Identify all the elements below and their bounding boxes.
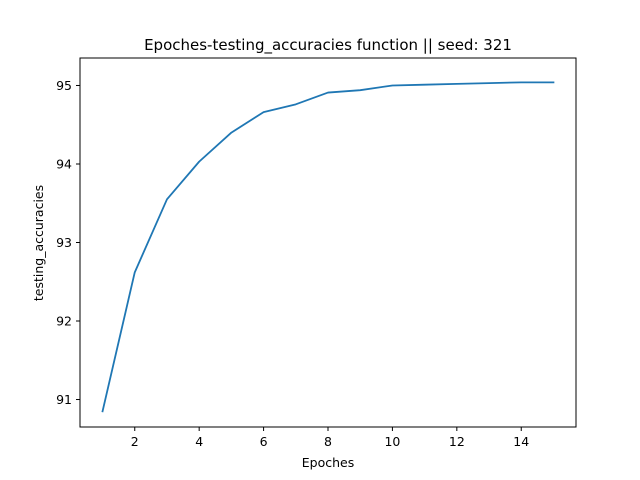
y-tick-label: 92 [56,314,72,329]
x-axis-ticks: 2 4 6 8 10 12 14 [131,427,529,449]
plot-area [101,81,555,413]
y-tick-label: 95 [56,78,72,93]
x-tick-label: 6 [260,434,268,449]
y-tick-label: 94 [56,156,72,171]
y-axis-label: testing_accuracies [31,185,46,301]
x-tick-label: 8 [324,434,332,449]
x-tick-label: 4 [195,434,203,449]
x-tick-label: 12 [449,434,465,449]
x-tick-label: 10 [384,434,400,449]
chart-title: Epoches-testing_accuracies function || s… [144,36,512,55]
x-tick-label: 2 [131,434,139,449]
plot-frame [79,57,577,428]
y-axis-ticks: 91 92 93 94 95 [56,78,80,407]
series-line-1 [101,81,555,413]
x-axis-label: Epoches [302,455,354,470]
y-tick-label: 93 [56,235,72,250]
y-tick-label: 91 [56,392,72,407]
x-tick-label: 14 [513,434,529,449]
